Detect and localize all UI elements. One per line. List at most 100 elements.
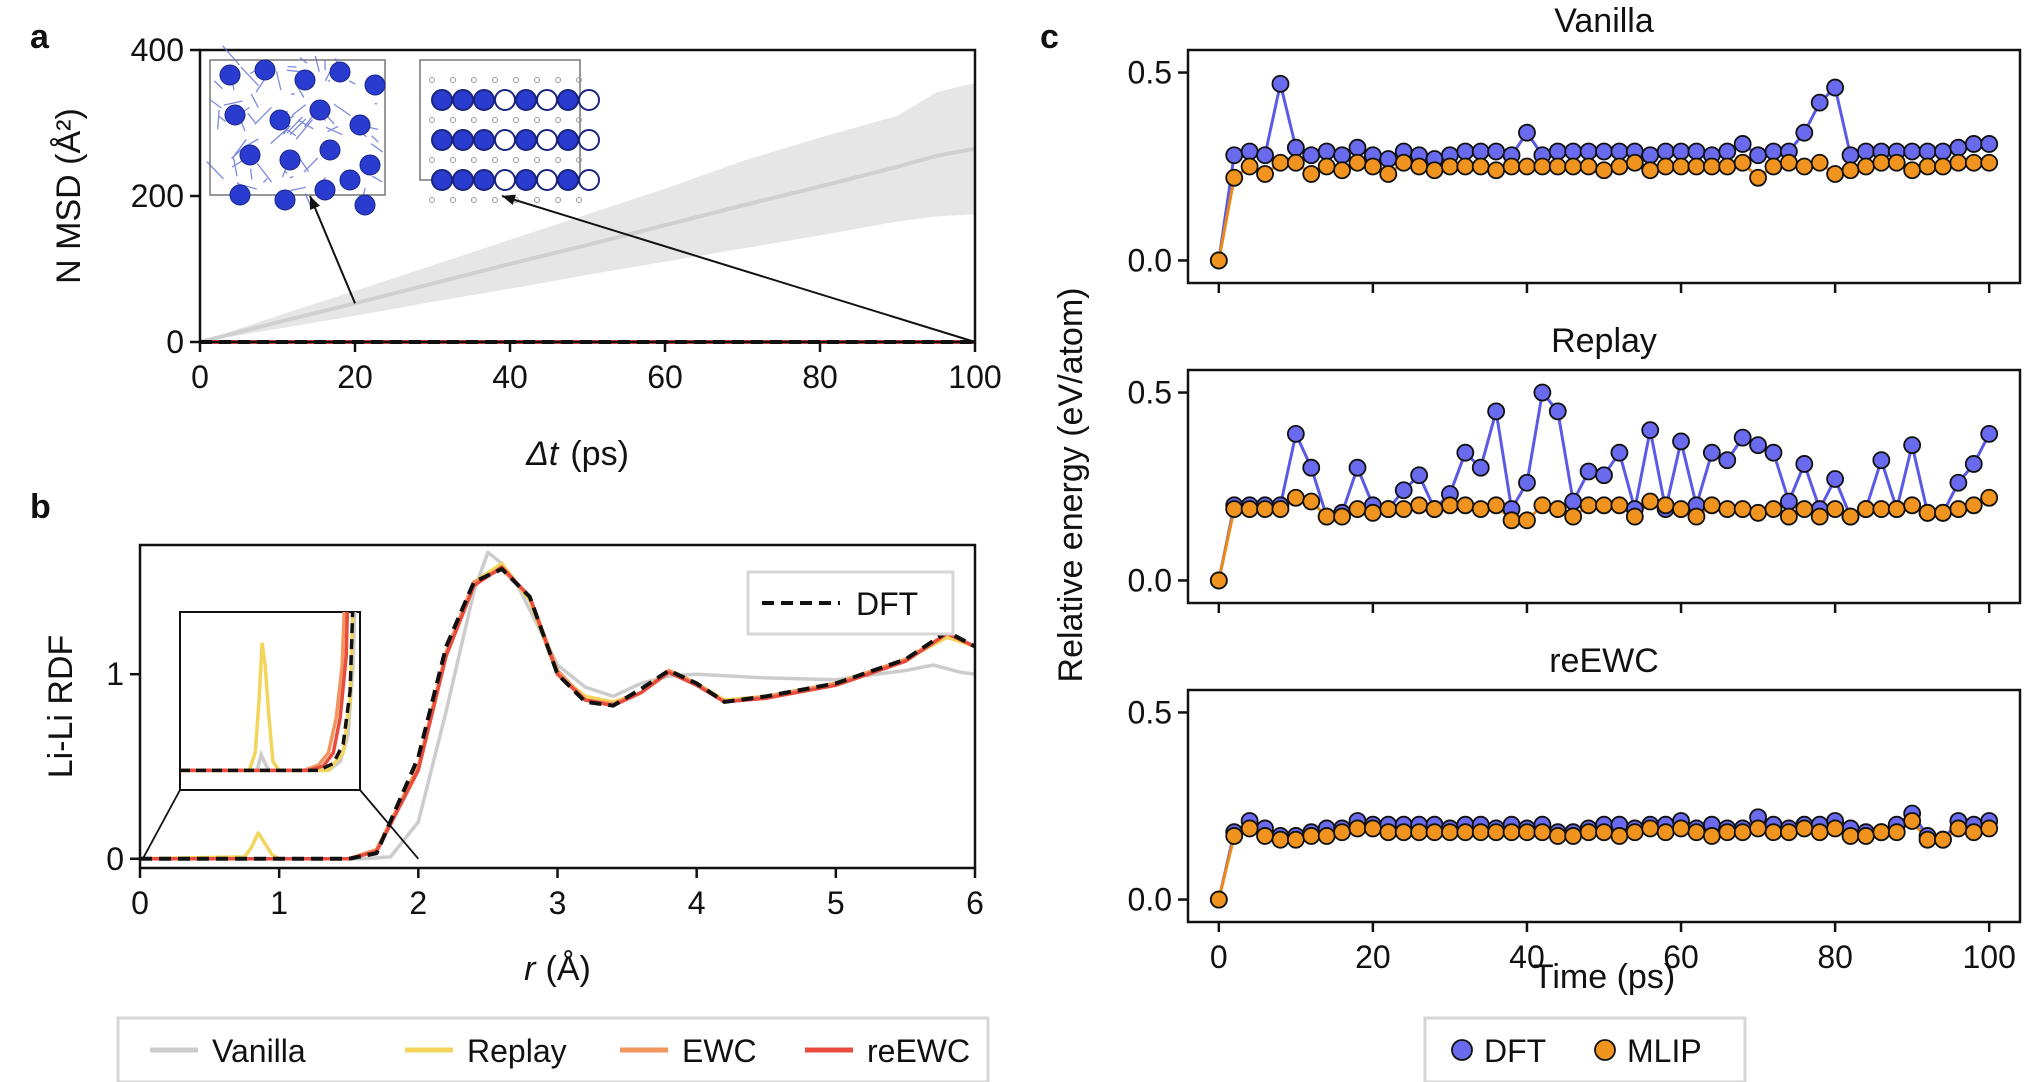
subplot-vanilla-dft-point [1518, 123, 1536, 142]
subplot-vanilla-mlip-point [1610, 157, 1629, 176]
subplot-replay-title: Replay [1551, 322, 1657, 360]
subplot-vanilla-mlip-point [1564, 157, 1583, 176]
arrow-to-crystalline-head [502, 194, 516, 206]
subplot-reewc-mlip-point [1779, 823, 1798, 842]
inset-crystalline-structure-small-atom [450, 117, 456, 123]
subplot-vanilla-mlip-point [1795, 157, 1814, 176]
subplot-replay-mlip-point [1718, 500, 1737, 518]
inset-crystalline-structure-small-atom [576, 197, 582, 203]
subplot-vanilla-mlip-point [1964, 153, 1983, 172]
subplot-replay-y-tick-label: 0.0 [1128, 562, 1172, 598]
subplot-reewc-mlip-point [1302, 827, 1321, 845]
subplot-vanilla-dft-point [1841, 146, 1860, 165]
subplot-replay-mlip-point [1564, 507, 1583, 526]
inset-crystalline-structure-atom [578, 169, 600, 191]
subplot-replay-mlip-point [1610, 496, 1629, 515]
arrow-to-disordered [309, 195, 356, 304]
legend-label-vanilla: Vanilla [212, 1033, 306, 1069]
inset-disordered-structure-atom [239, 144, 261, 166]
inset-crystalline-structure-atom [536, 89, 558, 111]
subplot-replay-mlip-point [1687, 507, 1706, 526]
zoom-connector-right [359, 789, 420, 860]
subplot-reewc-mlip-point [1964, 823, 1983, 842]
subplot-replay-mlip-point [1209, 571, 1228, 590]
subplot-reewc-mlip-point [1333, 823, 1351, 842]
subplot-vanilla-mlip-point [1240, 157, 1259, 176]
subplot-reewc-mlip-point [1425, 823, 1444, 842]
inset-disordered-structure-atom [219, 64, 241, 86]
inset-crystalline-structure-atom [431, 129, 453, 151]
inset-disordered-structure-atom [254, 59, 276, 81]
subplot-reewc-mlip-point [1456, 823, 1475, 842]
subplot-replay-dft-point [1487, 402, 1506, 421]
subplot-replay-dft-point [1903, 436, 1922, 455]
inset-crystalline-structure-small-atom [450, 77, 456, 83]
subplot-vanilla-y-tick-label: 0.5 [1128, 55, 1172, 91]
subplot-reewc-title: reEWC [1549, 642, 1659, 680]
subplot-vanilla-dft-point [1918, 142, 1937, 161]
subplot-replay-mlip-point [1363, 503, 1382, 522]
subplot-vanilla-dft-point [1733, 135, 1752, 153]
inset-crystalline-structure-small-atom [534, 117, 540, 123]
subplot-vanilla-mlip-point [1949, 153, 1968, 172]
subplot-vanilla-mlip-point [1595, 161, 1613, 180]
subplot-reewc-mlip-point [1379, 823, 1398, 842]
inset-crystalline-structure-frame [419, 59, 581, 181]
subplot-reewc-mlip-point [1625, 823, 1644, 842]
x-tick-label-a: 0 [191, 359, 209, 395]
subplot-vanilla-dft-point [1256, 146, 1274, 165]
subplot-reewc-mlip-point [1595, 823, 1613, 842]
subplot-vanilla-mlip-point [1379, 165, 1398, 183]
subplot-reewc-mlip-point [1702, 827, 1721, 845]
subplot-reewc-mlip-point [1826, 819, 1845, 838]
x-tick-label-b: 3 [549, 885, 567, 921]
subplot-replay-dft-point [1302, 458, 1321, 477]
subplot-vanilla-dft-point [1949, 138, 1968, 157]
subplot-reewc-mlip-point [1656, 823, 1675, 842]
arrow-to-disordered-head [309, 196, 321, 210]
subplot-replay-mlip-point [1240, 500, 1259, 518]
inset-crystalline-structure-small-atom [492, 117, 498, 123]
inset-disordered-structure-atom [274, 189, 296, 211]
legend-right: DFT MLIP [1423, 1016, 1747, 1082]
subplot-replay-mlip-point [1934, 503, 1952, 522]
subplot-replay-dft-point [1518, 473, 1536, 492]
subplot-replay-dft-point [1949, 473, 1968, 492]
legend-marker-dft [1451, 1039, 1473, 1061]
subplot-replay-mlip-point [1410, 496, 1429, 515]
x-axis-label-a-unit: (ps) [570, 435, 629, 473]
inset-crystalline-structure-small-atom [450, 157, 456, 163]
inset-crystalline-structure-atom [557, 129, 579, 151]
subplot-replay-frame [1186, 368, 2022, 605]
subplot-replay-dft-point [1749, 436, 1767, 455]
subplot-vanilla-mlip-point [1779, 153, 1798, 172]
subplot-reewc-mlip-point [1394, 823, 1413, 842]
y-tick-label-b: 1 [106, 656, 124, 692]
x-tick-label-c: 80 [1817, 939, 1853, 975]
subplot-vanilla-mlip-point [1625, 153, 1644, 172]
subplot-vanilla-mlip-point [1533, 157, 1552, 176]
legend-right-frame [1423, 1016, 1747, 1082]
subplot-vanilla-mlip-point [1641, 161, 1660, 180]
subplot-replay-mlip-point [1872, 500, 1891, 518]
subplot-replay-dft-line [1217, 389, 1991, 581]
subplot-replay-mlip-point [1487, 496, 1506, 515]
subplot-vanilla-mlip-point [1363, 157, 1382, 176]
inset-disordered-structure-atom [224, 104, 246, 126]
subplot-vanilla-dft-point [1857, 142, 1875, 161]
x-tick-label-a: 80 [802, 359, 838, 395]
inset-crystalline-structure-atom [578, 129, 600, 151]
subplot-vanilla-frame [1186, 48, 2022, 285]
subplot-vanilla-mlip-point [1810, 153, 1829, 172]
subplot-vanilla-mlip-point [1441, 157, 1459, 176]
inset-crystalline-structure-atom [536, 169, 558, 191]
y-tick-label-a: 200 [131, 178, 184, 214]
y-tick-label-a: 400 [131, 32, 184, 68]
subplot-vanilla-mlip-point [1718, 157, 1737, 176]
subplot-reewc-mlip-point [1980, 819, 1999, 838]
subplot-vanilla-mlip-point [1425, 161, 1444, 180]
subplot-vanilla-dft-point [1641, 146, 1660, 165]
zoom-line-dft [180, 612, 355, 773]
subplot-reewc-mlip-point [1934, 830, 1952, 849]
subplot-replay-mlip-point [1595, 496, 1613, 515]
